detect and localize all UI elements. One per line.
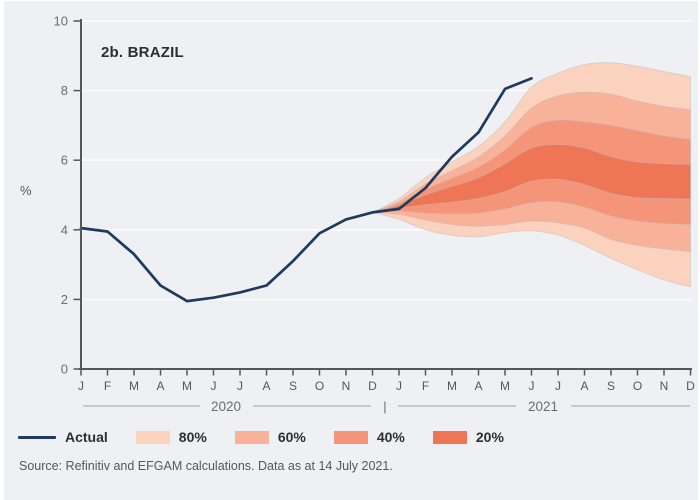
legend-label: 40% (376, 429, 405, 445)
actual-line (79, 77, 533, 303)
y-tick-label: 8 (61, 83, 68, 98)
y-tick-label: 2 (61, 292, 68, 307)
x-month-label: A (474, 379, 482, 393)
x-month-label: F (104, 379, 111, 393)
x-month-label: D (368, 379, 377, 393)
x-month-label: J (555, 379, 561, 393)
legend-line-swatch (18, 435, 56, 439)
x-month-label: N (660, 379, 669, 393)
legend-label: 60% (277, 429, 306, 445)
x-month-label: O (315, 379, 324, 393)
legend-label: 80% (178, 429, 207, 445)
fan-chart-canvas: 0 2 4 6 8 10 J F M A M J J A S O N D J F M A M J J A S O N D 2020 | 2021 (54, 14, 696, 415)
legend-label: Actual (65, 429, 108, 445)
x-month-label: M (447, 379, 457, 393)
legend-color-swatch (432, 430, 467, 444)
year-label-2021: 2021 (528, 399, 558, 414)
y-tick-label: 0 (61, 362, 68, 377)
legend-color-swatch (333, 430, 368, 444)
y-tick-label: 4 (61, 222, 68, 237)
legend-color-swatch (135, 430, 170, 444)
x-month-label: F (422, 379, 429, 393)
x-month-label: A (580, 379, 588, 393)
x-month-label: A (156, 379, 164, 393)
y-tick-label: 6 (61, 153, 68, 168)
y-axis-unit-label: % (20, 183, 32, 198)
source-note: Source: Refinitiv and EFGAM calculations… (19, 459, 393, 473)
x-month-label: M (500, 379, 510, 393)
legend-item-20pct: 20% (432, 429, 504, 445)
x-month-label: S (607, 379, 615, 393)
x-month-label: D (686, 379, 695, 393)
legend-item-actual: Actual (18, 429, 108, 445)
x-month-label: J (211, 379, 217, 393)
x-month-label: A (262, 379, 270, 393)
legend-item-80pct: 80% (135, 429, 207, 445)
chart-card: 0 2 4 6 8 10 J F M A M J J A S O N D J F M A M J J A S O N D 2020 | 2021… (4, 1, 698, 500)
chart-title: 2b. BRAZIL (101, 44, 184, 61)
year-divider: | (383, 399, 386, 414)
year-label-2020: 2020 (211, 399, 241, 414)
x-month-label: M (129, 379, 139, 393)
x-month-label: J (529, 379, 535, 393)
x-month-label: J (237, 379, 243, 393)
y-tick-label: 10 (54, 14, 68, 29)
x-month-label: O (633, 379, 642, 393)
fan-band-20 (372, 144, 691, 213)
x-month-label: S (289, 379, 297, 393)
legend-label: 20% (475, 429, 504, 445)
x-month-label: N (342, 379, 351, 393)
legend: Actual 80% 60% 40% 20% (18, 427, 504, 447)
legend-item-40pct: 40% (333, 429, 405, 445)
legend-color-swatch (234, 430, 269, 444)
x-month-label: M (182, 379, 192, 393)
x-month-label: J (396, 379, 402, 393)
x-month-label: J (78, 379, 84, 393)
legend-item-60pct: 60% (234, 429, 306, 445)
